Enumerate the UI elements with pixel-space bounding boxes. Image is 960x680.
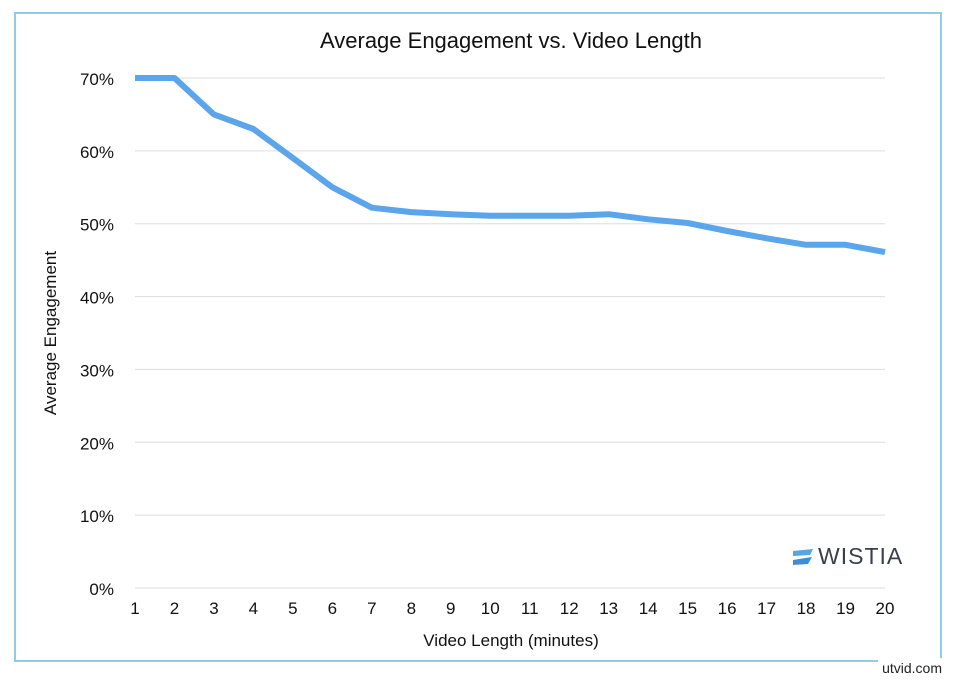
x-tick-label: 3	[209, 599, 218, 618]
y-axis-label: Average Engagement	[41, 251, 60, 415]
x-tick-label: 12	[560, 599, 579, 618]
y-tick-label: 50%	[80, 216, 114, 235]
x-tick-label: 20	[876, 599, 895, 618]
x-tick-label: 15	[678, 599, 697, 618]
wistia-logo-icon	[793, 548, 813, 565]
y-tick-label: 10%	[80, 507, 114, 526]
y-tick-label: 40%	[80, 289, 114, 308]
x-tick-label: 19	[836, 599, 855, 618]
y-tick-label: 30%	[80, 361, 114, 380]
x-tick-label: 1	[130, 599, 139, 618]
x-axis-label: Video Length (minutes)	[423, 631, 598, 650]
x-tick-label: 6	[328, 599, 337, 618]
x-tick-label: 10	[481, 599, 500, 618]
y-tick-label: 0%	[89, 580, 114, 599]
series-line	[135, 75, 886, 256]
wistia-logo-text: WISTIA	[818, 543, 904, 569]
wistia-logo: WISTIA	[792, 543, 903, 570]
x-tick-label: 7	[367, 599, 376, 618]
x-tick-label: 16	[718, 599, 737, 618]
y-tick-label: 20%	[80, 434, 114, 453]
watermark: utvid.com	[878, 658, 946, 678]
x-tick-label: 18	[797, 599, 816, 618]
x-tick-label: 14	[639, 599, 658, 618]
x-tick-label: 5	[288, 599, 297, 618]
y-tick-label: 60%	[80, 143, 114, 162]
x-tick-label: 2	[170, 599, 179, 618]
y-tick-label: 70%	[80, 70, 114, 89]
x-tick-label: 4	[249, 599, 258, 618]
x-tick-label: 11	[521, 599, 539, 618]
chart-frame	[14, 12, 942, 662]
x-tick-label: 9	[446, 599, 455, 618]
x-tick-label: 8	[407, 599, 416, 618]
x-tick-label: 13	[599, 599, 618, 618]
x-tick-label: 17	[757, 599, 776, 618]
chart-title: Average Engagement vs. Video Length	[320, 28, 702, 53]
